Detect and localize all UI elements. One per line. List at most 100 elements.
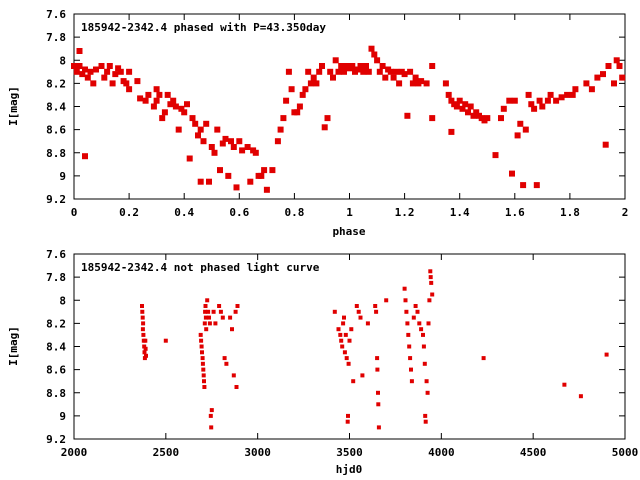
data-point (459, 105, 466, 112)
data-point (583, 80, 590, 87)
data-point (269, 167, 276, 174)
data-point (76, 63, 83, 69)
data-point (407, 344, 412, 349)
data-point (247, 178, 254, 185)
data-point (200, 138, 207, 145)
data-point (409, 80, 416, 87)
data-point (429, 280, 434, 285)
data-point (71, 63, 77, 69)
data-point (373, 304, 378, 308)
data-point (363, 63, 369, 69)
data-point (390, 74, 397, 81)
data-point (423, 80, 430, 87)
data-point (531, 105, 538, 112)
data-point (330, 74, 336, 81)
data-point (375, 367, 380, 372)
data-point (142, 350, 147, 355)
data-point (514, 132, 521, 139)
y-tick-label: 8.4 (46, 341, 66, 354)
data-point (422, 361, 427, 366)
data-point (200, 350, 204, 355)
data-point (602, 141, 609, 148)
data-point (199, 338, 204, 343)
data-point (376, 425, 381, 430)
data-point (84, 74, 91, 81)
data-point (324, 115, 331, 122)
data-point (198, 332, 203, 337)
data-point (153, 97, 160, 104)
data-point (201, 373, 206, 378)
data-point (164, 91, 171, 98)
data-point (73, 68, 80, 75)
data-point (403, 298, 408, 303)
data-point (544, 97, 551, 104)
data-point (239, 147, 246, 154)
data-point (346, 361, 351, 366)
data-point (426, 321, 431, 326)
data-point (321, 124, 328, 131)
data-point (402, 286, 407, 291)
data-point (302, 86, 309, 93)
unphased-light-curve-plot: 185942-2342.4 not phased light curve hjd… (7, 248, 638, 476)
data-point (203, 120, 210, 127)
data-point (419, 327, 424, 332)
data-point (406, 332, 411, 337)
y-tick-label: 7.8 (46, 31, 66, 44)
data-point (347, 338, 352, 343)
x-tick-label: 2000 (61, 446, 88, 459)
data-point (199, 344, 204, 349)
x-tick-label: 0.6 (229, 206, 249, 219)
data-point (412, 74, 419, 81)
data-point (294, 109, 301, 116)
data-point (126, 86, 133, 93)
data-point (222, 356, 227, 361)
data-point (175, 126, 182, 133)
data-point (430, 292, 435, 297)
data-point (123, 80, 130, 87)
data-point (409, 379, 414, 384)
data-point (211, 149, 218, 156)
data-point (316, 68, 323, 75)
data-point (354, 304, 359, 308)
data-point (425, 390, 430, 395)
data-point (407, 68, 414, 75)
data-point (605, 63, 612, 69)
data-point (184, 101, 190, 108)
data-point (619, 74, 626, 81)
data-point (230, 144, 237, 150)
data-point (520, 182, 527, 189)
x-tick-label: 2500 (153, 446, 180, 459)
data-point (143, 346, 148, 351)
data-point (413, 304, 418, 308)
data-point (564, 91, 571, 98)
data-point (342, 350, 347, 355)
data-point (159, 115, 166, 122)
data-point (79, 71, 86, 78)
data-point (310, 74, 317, 81)
data-point (109, 80, 116, 87)
data-point (153, 86, 160, 93)
data-point (429, 63, 436, 69)
data-point (140, 309, 145, 314)
x-tick-label: 1.8 (560, 206, 580, 219)
data-point (522, 126, 529, 133)
data-point (219, 140, 226, 147)
data-point (172, 103, 179, 110)
data-point (220, 315, 225, 320)
data-point (140, 304, 144, 308)
y-tick-label: 9 (59, 410, 66, 423)
data-point (379, 63, 386, 69)
data-point (200, 356, 205, 361)
data-point (415, 309, 420, 314)
y-tick-label: 8.2 (46, 317, 66, 330)
data-point (356, 309, 361, 314)
y-axis-label: I[mag] (7, 86, 20, 126)
x-tick-label: 4000 (428, 446, 455, 459)
data-point (536, 97, 543, 104)
data-point (335, 68, 342, 75)
data-point (384, 298, 389, 303)
data-point (319, 63, 325, 69)
data-point (462, 101, 469, 108)
data-point (428, 269, 433, 274)
data-point (342, 315, 346, 320)
